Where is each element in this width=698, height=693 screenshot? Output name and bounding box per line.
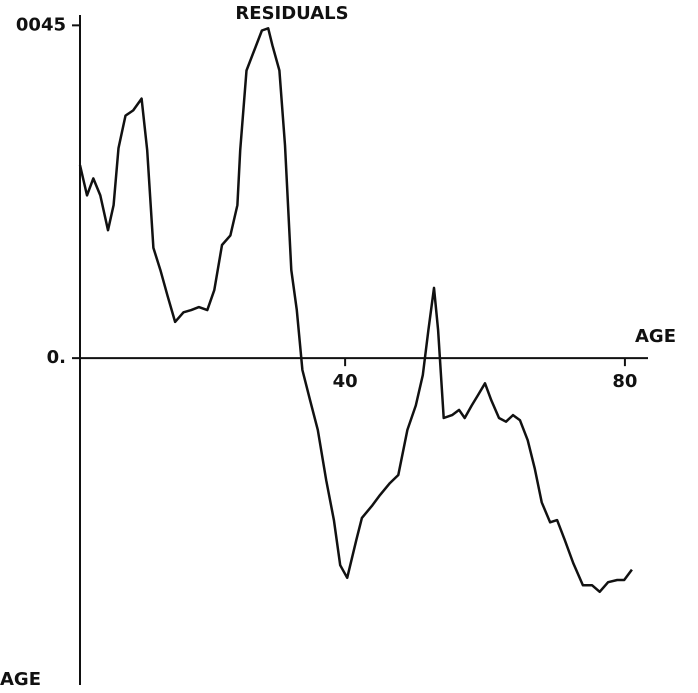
chart-title: RESIDUALS: [235, 3, 348, 24]
x-axis-label: AGE: [635, 326, 676, 347]
y-tick-label: 0045: [16, 14, 66, 35]
x-tick-label: 40: [333, 371, 358, 392]
x-tick-label: 80: [612, 371, 637, 392]
y-tick-label: 0.: [47, 347, 66, 368]
line: [78, 27, 633, 594]
annotation: AGE: [0, 669, 41, 690]
